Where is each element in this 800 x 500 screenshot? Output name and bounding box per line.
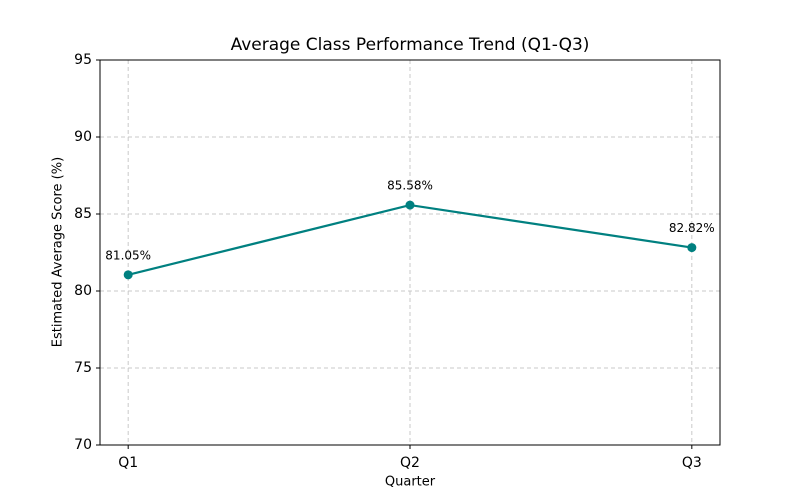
y-tick-label: 95 [74, 52, 92, 68]
y-tick-label: 90 [74, 129, 92, 145]
x-tick-label: Q3 [682, 455, 702, 471]
data-label: 82.82% [669, 221, 715, 235]
x-tick-label: Q2 [400, 455, 420, 471]
y-tick-label: 75 [74, 360, 92, 376]
y-tick-label: 80 [74, 283, 92, 299]
x-axis-label: Quarter [385, 475, 436, 490]
plot-frame [99, 59, 721, 446]
point [123, 270, 133, 280]
y-axis-label: Estimated Average Score (%) [51, 157, 66, 347]
y-tick-label: 85 [74, 206, 92, 222]
point [687, 243, 697, 253]
y-tick-label: 70 [74, 437, 92, 453]
x-tick-label: Q1 [118, 455, 138, 471]
data-label: 81.05% [105, 248, 151, 262]
data-label: 85.58% [387, 179, 433, 193]
point [405, 200, 415, 210]
chart-title: Average Class Performance Trend (Q1-Q3) [231, 35, 590, 55]
